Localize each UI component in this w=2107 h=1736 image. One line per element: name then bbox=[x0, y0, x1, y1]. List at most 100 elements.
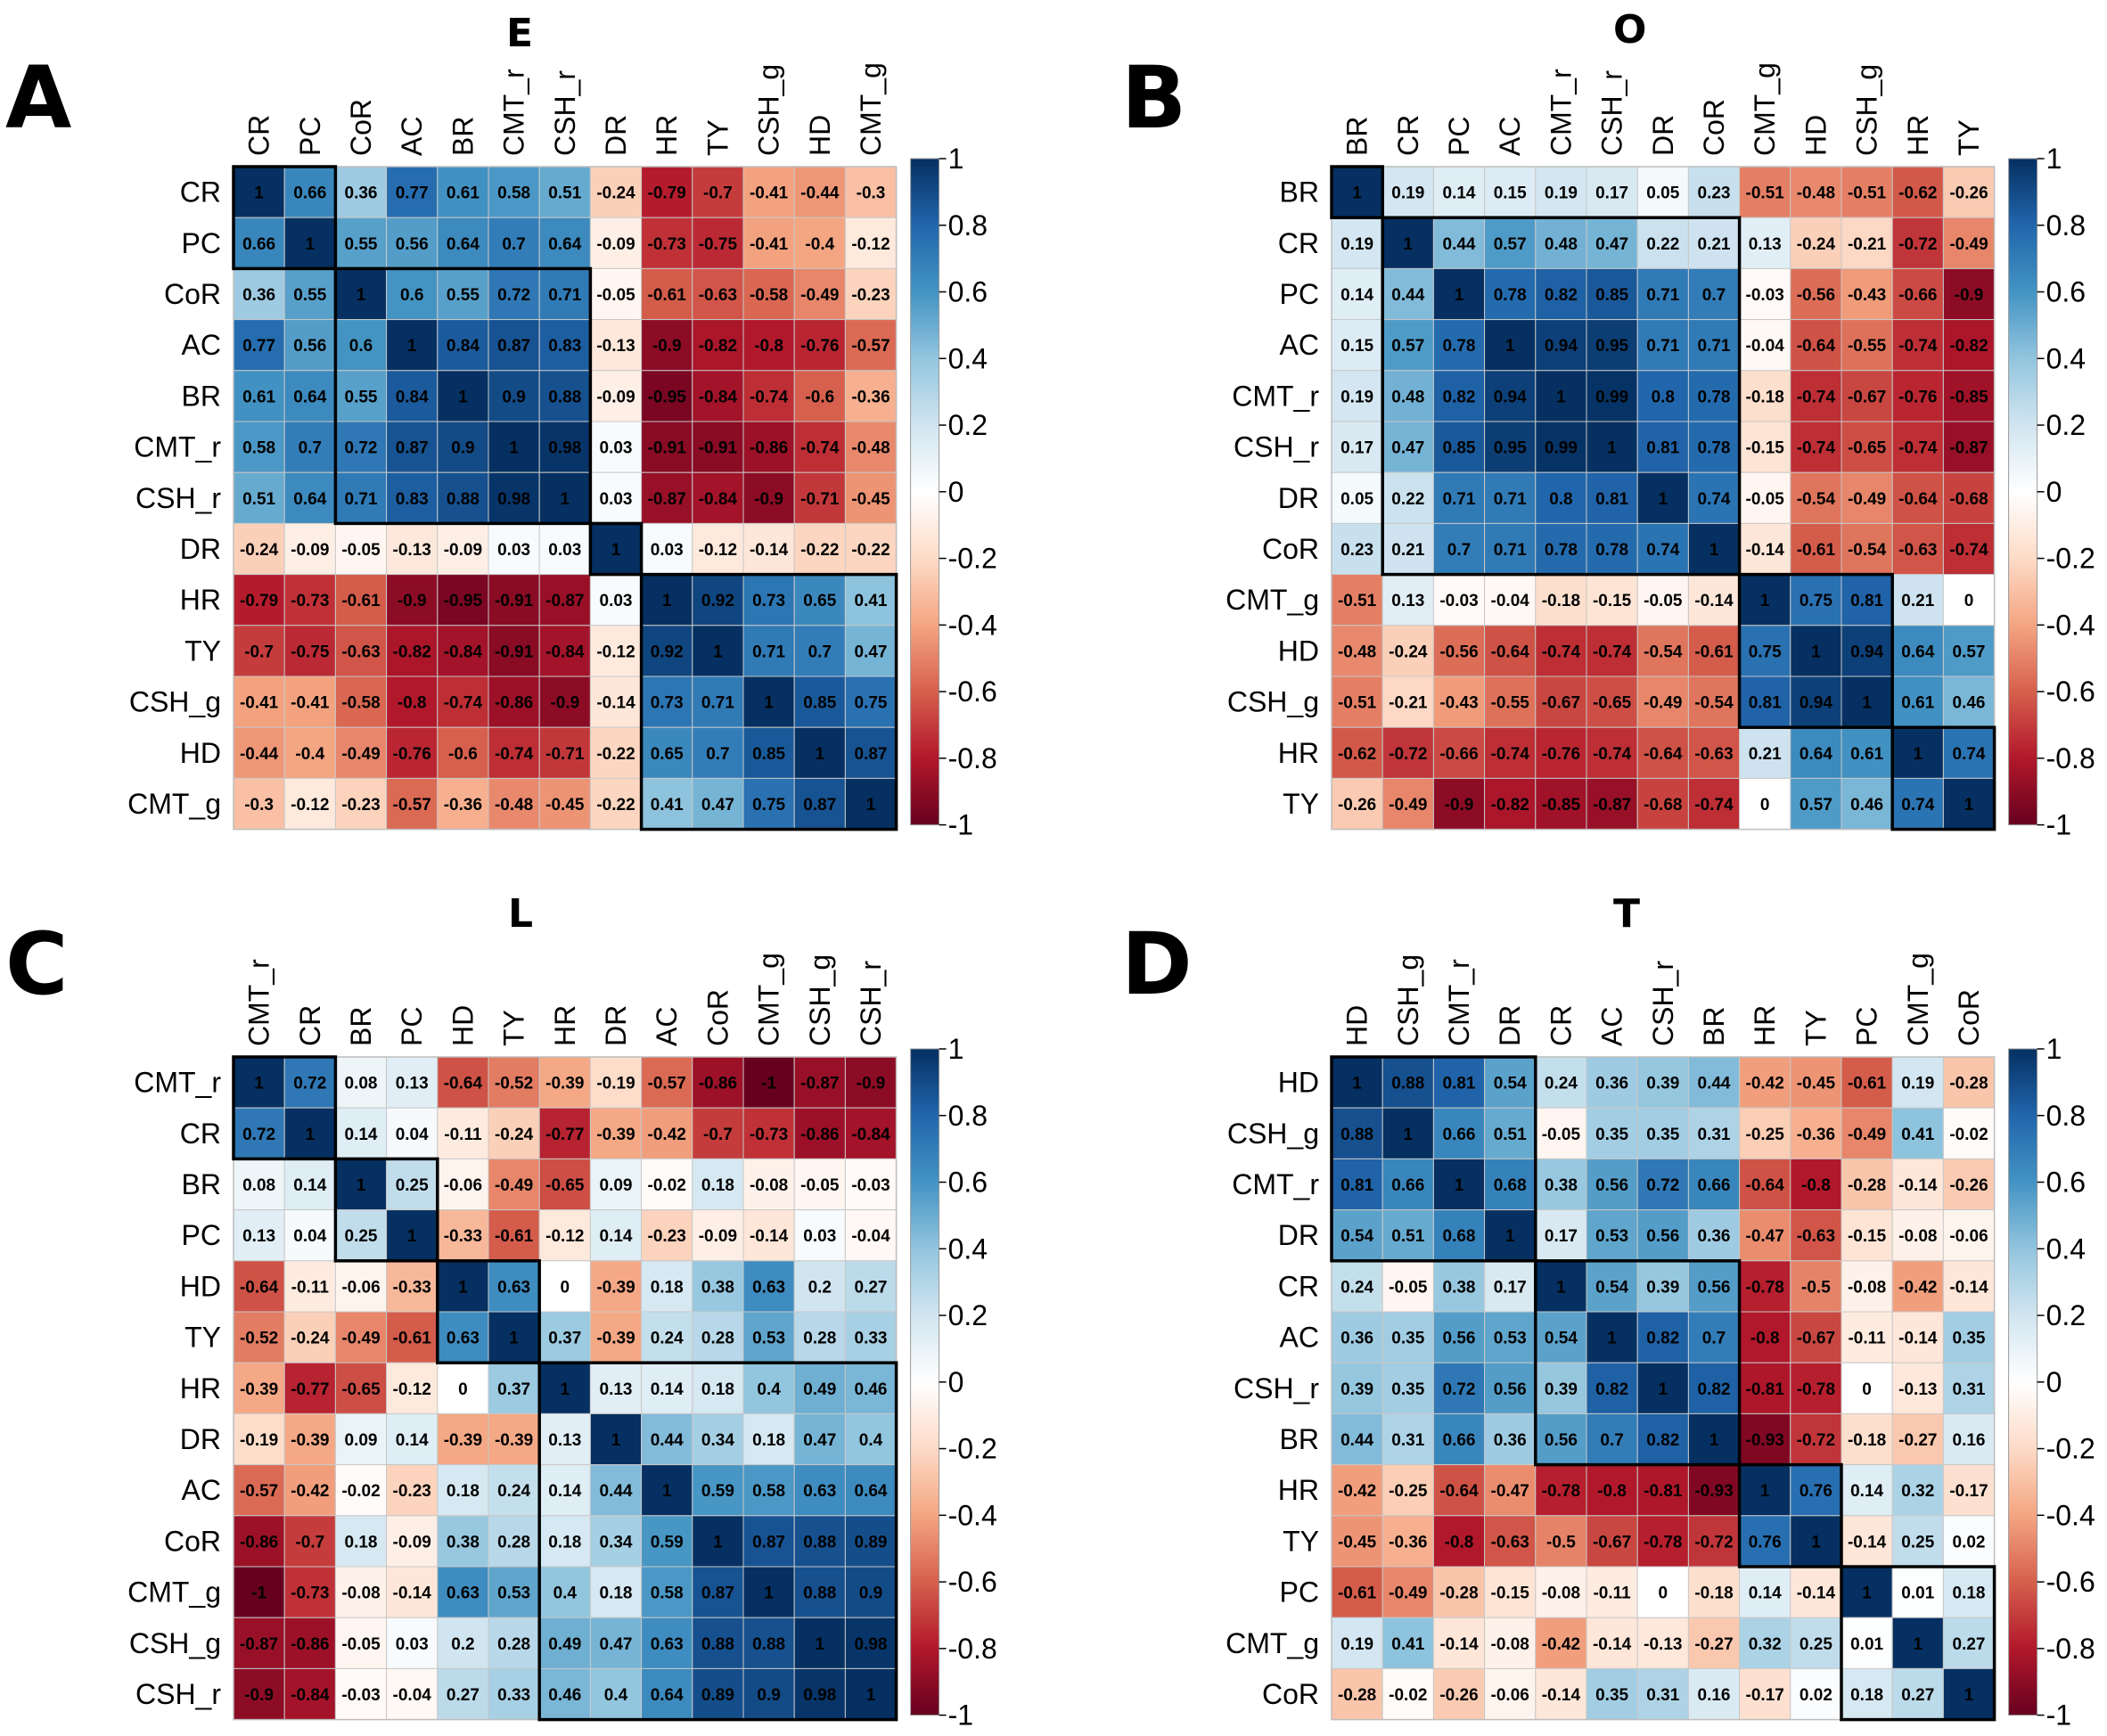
heatmap-cell bbox=[1790, 471, 1842, 524]
cell-value-label: 0.65 bbox=[803, 592, 836, 610]
column-label: HR bbox=[1902, 115, 1934, 156]
heatmap-cell bbox=[692, 625, 744, 677]
heatmap-cell bbox=[488, 471, 540, 524]
cell-value-label: 0.75 bbox=[1749, 643, 1782, 661]
cell-value-label: -0.06 bbox=[1491, 1686, 1529, 1705]
heatmap-cell bbox=[1484, 1209, 1537, 1262]
cell-value-label: -0.14 bbox=[750, 1227, 789, 1246]
cell-value-label: 0.78 bbox=[1698, 388, 1731, 406]
row-label: AC bbox=[1280, 329, 1319, 361]
column-label: AC bbox=[651, 1007, 683, 1046]
cell-value-label: 0.63 bbox=[803, 1482, 836, 1501]
heatmap-cell bbox=[1331, 166, 1383, 218]
cell-value-label: -0.64 bbox=[1797, 337, 1836, 356]
cell-value-label: -0.05 bbox=[341, 1635, 381, 1654]
panel-title-d: T bbox=[1613, 891, 1641, 937]
cell-value-label: 0.63 bbox=[497, 1278, 530, 1297]
cell-value-label: -0.09 bbox=[291, 541, 329, 560]
cell-value-label: -0.03 bbox=[1746, 286, 1784, 305]
cell-value-label: 1 bbox=[1352, 1075, 1362, 1093]
heatmap-cell bbox=[1636, 1515, 1689, 1568]
heatmap-cell bbox=[1381, 1158, 1434, 1211]
heatmap-cell bbox=[283, 1260, 336, 1313]
cell-value-label: -0.42 bbox=[1746, 1075, 1784, 1093]
cell-value-label: -0.91 bbox=[495, 592, 534, 610]
heatmap-cell bbox=[1739, 421, 1791, 473]
heatmap-cell bbox=[1687, 1107, 1741, 1159]
row-label: CSH_g bbox=[1227, 686, 1319, 718]
heatmap-panel-d: D T 1 0.88 0.81 0.54 0.24 0.36 0.39 0.44 -0.42 -0… bbox=[1054, 868, 2107, 1736]
heatmap-cell bbox=[1484, 370, 1537, 422]
cell-value-label: 0.55 bbox=[345, 388, 378, 406]
heatmap-cell bbox=[1687, 1056, 1741, 1109]
cell-value-label: 0 bbox=[1964, 592, 1974, 610]
heatmap-cell bbox=[1484, 574, 1537, 626]
cell-value-label: 0.38 bbox=[1545, 1176, 1578, 1195]
cell-value-label: -0.74 bbox=[1542, 643, 1581, 661]
heatmap-cell bbox=[386, 1056, 439, 1109]
heatmap-cell bbox=[283, 1362, 336, 1414]
cell-value-label: -0.06 bbox=[341, 1278, 380, 1297]
heatmap-cell bbox=[641, 421, 693, 473]
cell-value-label: -0.03 bbox=[851, 1176, 890, 1195]
cell-value-label: 0.56 bbox=[1494, 1380, 1527, 1399]
cell-value-label: -0.12 bbox=[393, 1380, 431, 1399]
row-label: PC bbox=[1280, 278, 1319, 310]
cell-value-label: -0.24 bbox=[596, 184, 635, 203]
heatmap-cell bbox=[1381, 370, 1434, 422]
cell-value-label: 0.84 bbox=[396, 388, 429, 406]
cell-value-label: -0.9 bbox=[244, 1686, 274, 1705]
cluster-box bbox=[436, 1259, 541, 1364]
cell-value-label: -0.14 bbox=[1439, 1635, 1479, 1654]
heatmap-cell bbox=[742, 1515, 795, 1568]
cell-value-label: -0.49 bbox=[1644, 694, 1682, 713]
cell-value-label: 0.31 bbox=[1391, 1431, 1424, 1450]
colorbar-tick-label: -0.4 bbox=[2046, 1499, 2095, 1531]
cell-value-label: -0.8 bbox=[1750, 1330, 1780, 1348]
cell-value-label: 0.47 bbox=[701, 796, 734, 815]
cell-value-label: 0.58 bbox=[752, 1482, 785, 1501]
cell-value-label: -0.63 bbox=[699, 286, 737, 305]
cell-value-label: 0.73 bbox=[752, 592, 785, 610]
cell-value-label: 0.88 bbox=[447, 490, 480, 509]
column-label: CMT_g bbox=[1749, 62, 1781, 156]
row-label: CMT_g bbox=[1226, 1627, 1319, 1659]
heatmap-cell bbox=[437, 1362, 489, 1414]
cell-value-label: 0.14 bbox=[1340, 286, 1373, 305]
cell-value-label: -0.82 bbox=[699, 337, 737, 356]
cell-value-label: 0.13 bbox=[1749, 235, 1782, 254]
cell-value-label: -0.42 bbox=[291, 1482, 329, 1501]
cell-value-label: -0.22 bbox=[800, 541, 839, 560]
heatmap-cell bbox=[692, 471, 744, 524]
cell-value-label: -0.9 bbox=[857, 1075, 886, 1093]
heatmap-border bbox=[233, 166, 898, 831]
cell-value-label: 0.03 bbox=[600, 592, 633, 610]
heatmap-cell bbox=[1586, 1056, 1638, 1109]
row-label: PC bbox=[182, 1219, 221, 1251]
cell-value-label: 0.13 bbox=[600, 1380, 633, 1399]
column-label: CSH_r bbox=[1596, 70, 1628, 156]
cell-value-label: 0.23 bbox=[1698, 184, 1731, 203]
cell-value-label: 0.71 bbox=[752, 643, 785, 661]
heatmap-cell bbox=[437, 1107, 489, 1159]
row-label: HR bbox=[180, 1372, 221, 1404]
cell-value-label: 0.83 bbox=[548, 337, 581, 356]
heatmap-cell bbox=[1331, 1056, 1383, 1109]
heatmap-cell bbox=[1687, 1209, 1741, 1262]
heatmap-cell bbox=[793, 726, 846, 779]
heatmap-cell bbox=[1381, 421, 1434, 473]
cell-value-label: 1 bbox=[1455, 1176, 1464, 1195]
cell-value-label: 0.46 bbox=[548, 1686, 581, 1705]
cell-value-label: -0.86 bbox=[800, 1126, 839, 1144]
heatmap-cell bbox=[1636, 1617, 1689, 1669]
cell-value-label: 0.63 bbox=[651, 1635, 684, 1654]
heatmap-cell bbox=[1739, 777, 1791, 831]
cell-value-label: 0.38 bbox=[447, 1533, 480, 1552]
cell-value-label: 0.48 bbox=[1545, 235, 1578, 254]
cell-value-label: -0.14 bbox=[1593, 1635, 1632, 1654]
heatmap-cell bbox=[233, 421, 285, 473]
heatmap-cell bbox=[793, 1158, 846, 1211]
heatmap-cell bbox=[1891, 1260, 1944, 1313]
heatmap-cell bbox=[334, 471, 388, 524]
row-label: CSH_r bbox=[135, 482, 221, 514]
